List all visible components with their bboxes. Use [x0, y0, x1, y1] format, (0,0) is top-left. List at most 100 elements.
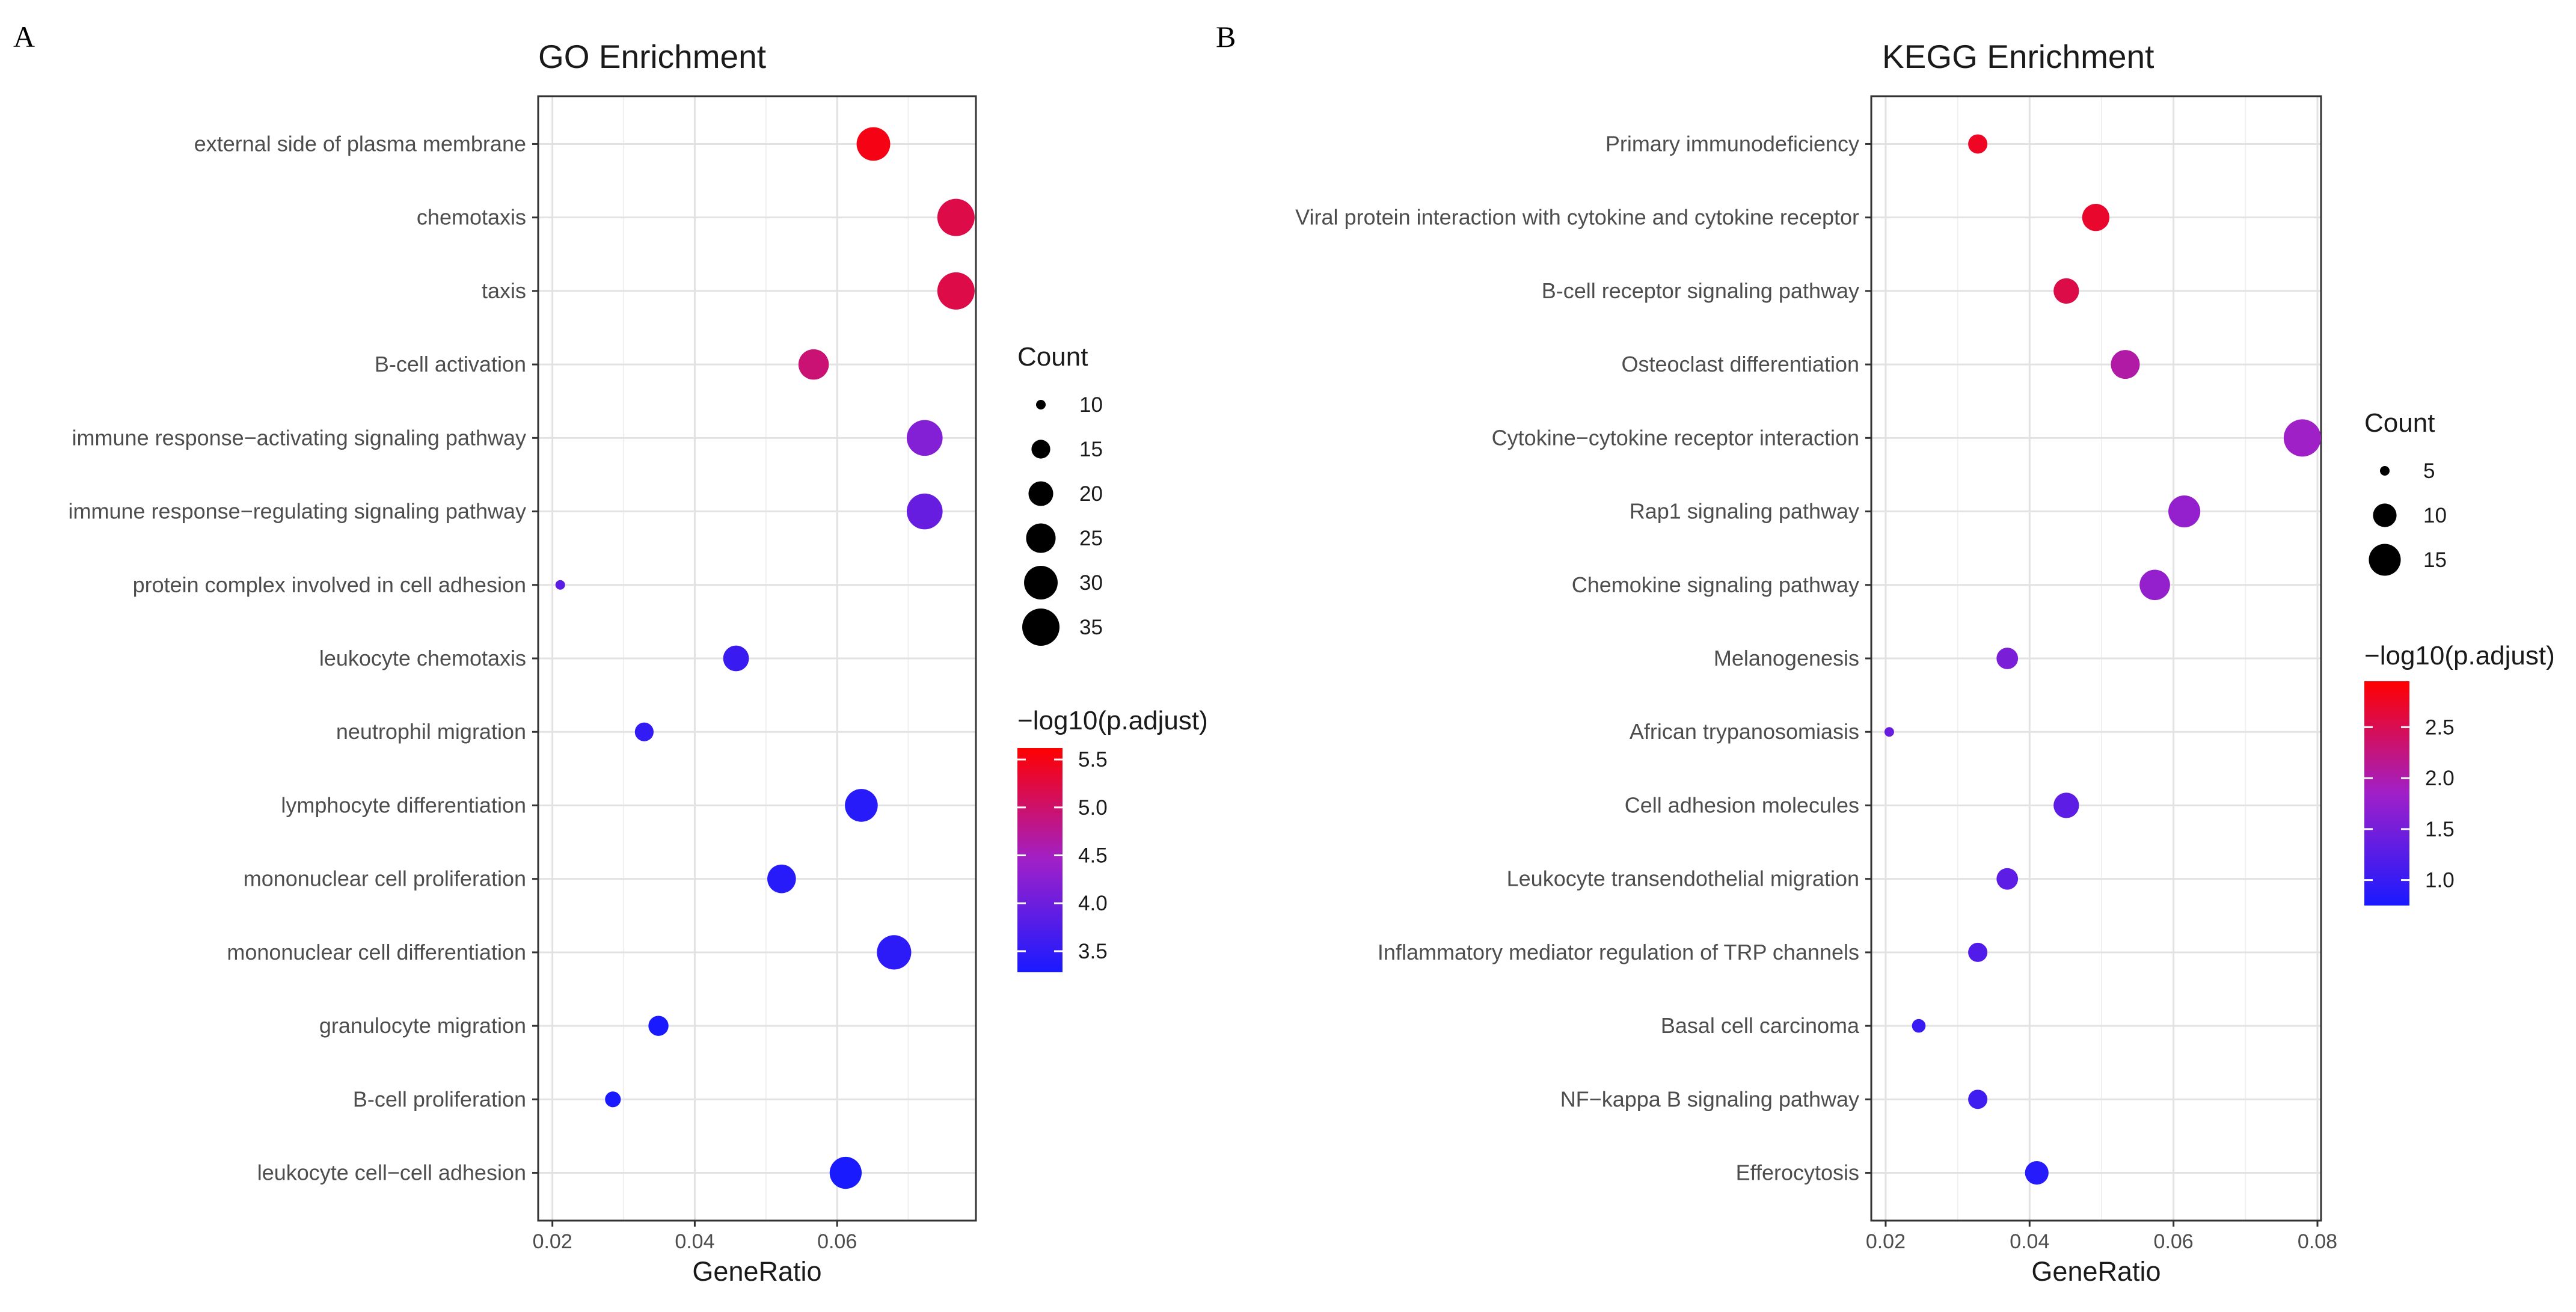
- category-label: neutrophil migration: [336, 719, 526, 744]
- color-legend-title: −log10(p.adjust): [1017, 706, 1208, 735]
- x-tick-label: 0.08: [2298, 1230, 2337, 1253]
- data-point: [2053, 792, 2079, 818]
- colorbar-ticks: 2.5 2.0 1.5 1.0: [2364, 716, 2455, 892]
- count-legend: Count 5 10 15: [2364, 408, 2447, 576]
- data-point: [634, 722, 654, 741]
- category-label: Efferocytosis: [1736, 1160, 1859, 1185]
- count-legend-label: 15: [2423, 548, 2447, 572]
- panel-label-b: B: [1216, 20, 1236, 54]
- chart-title: GO Enrichment: [538, 38, 766, 75]
- category-label: Rap1 signaling pathway: [1630, 499, 1859, 524]
- data-point: [2283, 419, 2321, 457]
- count-legend-dot: [2380, 466, 2390, 476]
- grid: [1871, 96, 2321, 1221]
- data-point: [845, 789, 878, 822]
- colorbar-label: 4.5: [1078, 844, 1108, 868]
- count-legend-dot: [2369, 544, 2401, 576]
- data-point: [1912, 1019, 1926, 1033]
- count-legend-label: 5: [2423, 459, 2435, 483]
- category-label: B-cell proliferation: [353, 1087, 526, 1111]
- data-point: [1968, 942, 1988, 962]
- count-legend-label: 20: [1079, 482, 1103, 506]
- count-legend-items: 5 10 15: [2369, 459, 2447, 576]
- data-point: [829, 1156, 862, 1189]
- count-legend-label: 10: [1079, 393, 1103, 417]
- count-legend-title: Count: [1017, 342, 1088, 372]
- chart-title: KEGG Enrichment: [1882, 38, 2154, 75]
- data-point: [2168, 495, 2201, 528]
- x-tick-label: 0.04: [2010, 1230, 2049, 1253]
- category-label: protein complex involved in cell adhesio…: [133, 572, 526, 597]
- category-label: Chemokine signaling pathway: [1572, 572, 1859, 597]
- go-enrichment-panel: A GO Enrichment external side of plasma …: [13, 20, 1208, 1287]
- x-tick-label: 0.04: [675, 1230, 714, 1253]
- category-label: Osteoclast differentiation: [1621, 352, 1859, 376]
- data-point: [723, 645, 749, 672]
- data-point: [1968, 134, 1988, 154]
- colorbar: [1017, 748, 1063, 972]
- category-label: B-cell receptor signaling pathway: [1542, 278, 1859, 303]
- data-point: [798, 349, 829, 380]
- count-legend-dot: [1024, 566, 1058, 599]
- kegg-enrichment-panel: B KEGG Enrichment Primary immunodeficien…: [1216, 20, 2555, 1287]
- data-point: [2082, 204, 2110, 231]
- data-point: [1996, 868, 2019, 890]
- grid: [538, 96, 976, 1221]
- count-legend-dot: [1022, 608, 1060, 646]
- count-legend-items: 10 15 20 25 30 35: [1022, 393, 1103, 646]
- colorbar: [2364, 681, 2409, 906]
- colorbar-label: 2.5: [2425, 716, 2455, 739]
- category-label: Basal cell carcinoma: [1661, 1013, 1860, 1038]
- colorbar-ticks: 5.5 5.0 4.5 4.0 3.5: [1017, 748, 1108, 963]
- x-tick-label: 0.02: [1866, 1230, 1906, 1253]
- count-legend-label: 30: [1079, 571, 1103, 595]
- category-label: mononuclear cell proliferation: [244, 866, 526, 891]
- data-points: [555, 127, 975, 1189]
- colorbar-label: 5.0: [1078, 796, 1108, 820]
- data-point: [1884, 727, 1894, 737]
- x-tick-label: 0.06: [817, 1230, 857, 1253]
- data-point: [2139, 569, 2170, 601]
- count-legend-dot: [1026, 523, 1056, 553]
- count-legend-dot: [1028, 481, 1053, 506]
- data-point: [2025, 1160, 2049, 1185]
- data-point: [856, 127, 891, 161]
- color-legend: −log10(p.adjust) 5.5 5.0 4.5 4.0 3.5: [1017, 706, 1208, 972]
- x-axis-title: GeneRatio: [2031, 1256, 2160, 1287]
- category-label: immune response−regulating signaling pat…: [69, 499, 526, 524]
- colorbar-label: 5.5: [1078, 748, 1108, 771]
- data-point: [2111, 350, 2140, 379]
- category-label: immune response−activating signaling pat…: [72, 425, 526, 450]
- category-label: Cell adhesion molecules: [1625, 792, 1859, 817]
- x-axis-ticks: 0.02 0.04 0.06 0.08: [1866, 1221, 2337, 1253]
- category-label: Primary immunodeficiency: [1605, 131, 1859, 156]
- data-point: [906, 493, 943, 530]
- color-legend: −log10(p.adjust) 2.5 2.0 1.5 1.0: [2364, 641, 2555, 906]
- category-label: leukocyte chemotaxis: [319, 646, 526, 670]
- data-point: [648, 1016, 669, 1036]
- category-label: B-cell activation: [375, 352, 526, 376]
- data-point: [877, 935, 912, 970]
- count-legend-label: 25: [1079, 527, 1103, 550]
- colorbar-label: 1.0: [2425, 869, 2455, 892]
- x-tick-label: 0.06: [2154, 1230, 2194, 1253]
- count-legend: Count 10 15 20 25 30 35: [1017, 342, 1103, 646]
- count-legend-dot: [1031, 440, 1050, 459]
- panel-label-a: A: [13, 20, 35, 54]
- data-point: [937, 198, 975, 236]
- category-label: lymphocyte differentiation: [281, 792, 526, 817]
- x-tick-label: 0.02: [533, 1230, 572, 1253]
- data-point: [555, 580, 565, 590]
- count-legend-dot: [1036, 400, 1046, 409]
- count-legend-label: 15: [1079, 438, 1103, 461]
- colorbar-label: 1.5: [2425, 818, 2455, 841]
- data-point: [1968, 1090, 1988, 1109]
- data-point: [906, 420, 943, 456]
- data-point: [2053, 278, 2079, 304]
- category-axis-labels: external side of plasma membrane chemotax…: [69, 131, 538, 1185]
- count-legend-dot: [2373, 503, 2397, 527]
- x-axis-title: GeneRatio: [692, 1256, 821, 1287]
- data-point: [605, 1091, 621, 1108]
- category-label: African trypanosomiasis: [1630, 719, 1859, 744]
